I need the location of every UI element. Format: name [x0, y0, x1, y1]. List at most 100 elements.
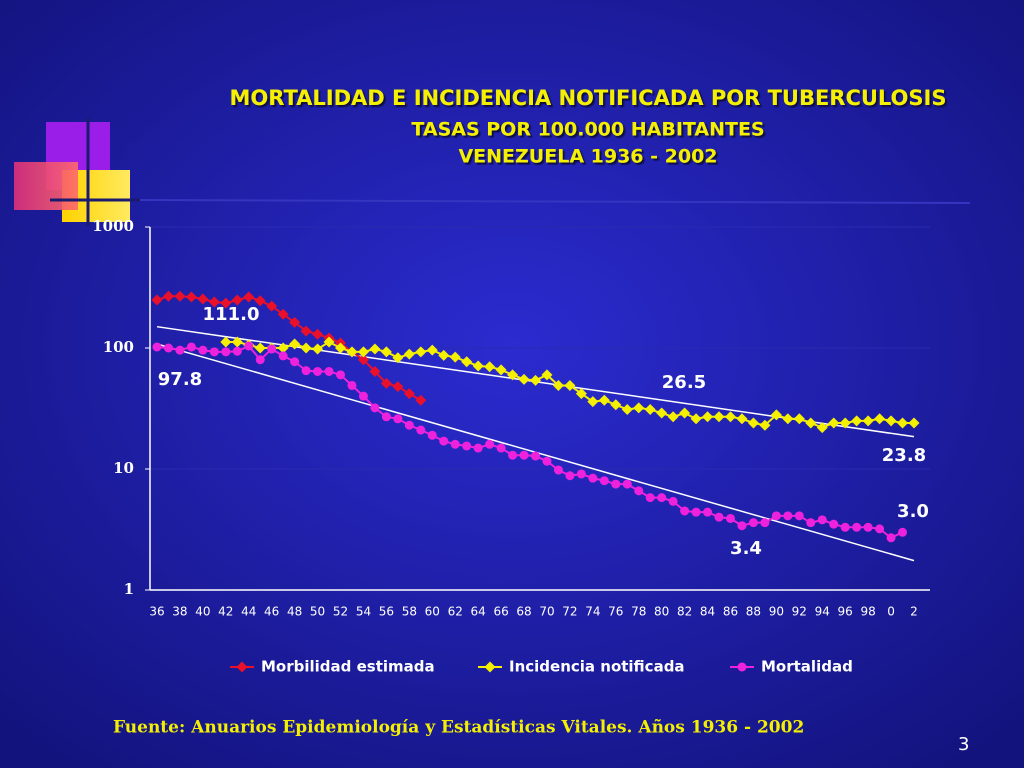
x-tick-label: 58 — [402, 605, 417, 619]
data-point — [381, 412, 391, 422]
y-tick-label: 10 — [113, 459, 134, 477]
data-point — [300, 342, 312, 354]
data-point — [369, 343, 381, 355]
data-point — [473, 443, 483, 453]
data-point — [680, 506, 690, 516]
data-point — [530, 374, 541, 386]
data-point — [300, 325, 312, 337]
data-point — [485, 439, 495, 449]
data-point — [231, 294, 243, 306]
x-tick-label: 84 — [700, 605, 715, 619]
data-point — [587, 396, 599, 408]
annotation: 111.0 — [203, 304, 260, 325]
data-point — [209, 347, 219, 357]
data-point — [370, 403, 380, 413]
data-point — [461, 356, 473, 368]
data-point — [621, 404, 633, 416]
data-point — [783, 511, 793, 521]
chart-subtitle: TASAS POR 100.000 HABITANTES — [411, 119, 764, 141]
data-point — [645, 493, 655, 503]
data-point — [622, 479, 632, 489]
x-tick-label: 76 — [608, 605, 623, 619]
data-point — [897, 417, 909, 429]
data-point — [748, 518, 758, 528]
data-point — [323, 336, 335, 348]
data-point — [393, 414, 403, 424]
data-point — [760, 518, 770, 528]
data-point — [426, 344, 438, 356]
data-point — [495, 364, 507, 376]
data-point — [840, 522, 850, 532]
data-point — [208, 296, 220, 308]
data-point — [611, 479, 621, 489]
data-point — [427, 430, 437, 440]
data-point — [863, 522, 873, 532]
x-tick-label: 72 — [562, 605, 577, 619]
data-point — [162, 290, 174, 302]
data-point — [793, 413, 805, 425]
x-tick-label: 42 — [218, 605, 233, 619]
y-tick-label: 1000 — [92, 217, 134, 235]
annotation: 23.8 — [882, 445, 926, 466]
data-point — [874, 413, 886, 425]
data-point — [725, 513, 735, 523]
data-point — [598, 394, 610, 406]
legend-marker — [484, 661, 496, 673]
data-point — [576, 469, 586, 479]
x-tick-label: 36 — [149, 605, 164, 619]
data-point — [404, 420, 414, 430]
page-number: 3 — [958, 734, 969, 755]
data-point — [828, 417, 840, 429]
data-point — [232, 346, 242, 356]
data-point — [908, 417, 920, 429]
data-point — [312, 328, 324, 340]
data-point — [898, 527, 908, 537]
data-point — [702, 411, 714, 423]
data-point — [220, 336, 232, 348]
legend-marker — [236, 661, 248, 673]
data-point — [668, 496, 678, 506]
x-tick-label: 98 — [860, 605, 875, 619]
x-tick-label: 60 — [425, 605, 440, 619]
data-point — [839, 417, 851, 429]
legend-item: Incidencia notificada — [478, 658, 685, 676]
x-tick-label: 64 — [471, 605, 486, 619]
data-point — [656, 407, 668, 419]
data-point — [392, 352, 404, 364]
data-point — [336, 370, 346, 380]
data-point — [886, 533, 896, 543]
data-point — [324, 366, 334, 376]
x-tick-label: 88 — [746, 605, 761, 619]
data-point — [369, 365, 381, 377]
data-point — [151, 294, 163, 306]
data-point — [403, 388, 415, 400]
data-point — [541, 369, 553, 381]
x-tick-label: 68 — [516, 605, 531, 619]
data-point — [439, 436, 449, 446]
data-point — [805, 417, 817, 429]
data-point — [484, 361, 496, 373]
data-point — [657, 493, 667, 503]
data-point — [782, 413, 794, 425]
data-point — [724, 411, 736, 423]
data-point — [346, 346, 358, 358]
data-point — [198, 345, 208, 355]
data-point — [449, 351, 461, 363]
data-point — [175, 345, 185, 355]
data-point — [438, 349, 450, 361]
data-point — [392, 381, 404, 393]
data-point — [713, 411, 725, 423]
x-tick-label: 80 — [654, 605, 669, 619]
y-tick-label: 100 — [103, 338, 134, 356]
data-point — [770, 409, 782, 421]
data-point — [519, 450, 529, 460]
data-point — [335, 342, 347, 354]
x-tick-label: 38 — [172, 605, 187, 619]
data-point — [254, 342, 266, 354]
data-point — [152, 342, 162, 352]
x-tick-label: 54 — [356, 605, 371, 619]
x-tick-label: 86 — [723, 605, 738, 619]
x-tick-label: 90 — [769, 605, 784, 619]
x-tick-label: 48 — [287, 605, 302, 619]
